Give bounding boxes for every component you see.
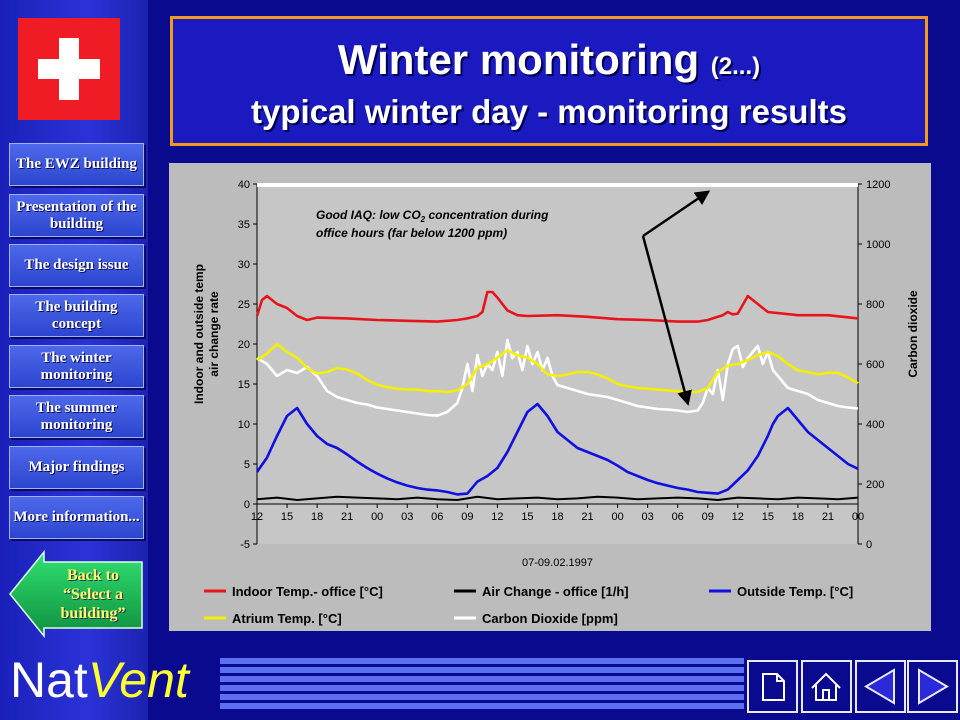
monitoring-chart: -5 0 5 10 15 20 25 30 35 40 0 200 400 600 800 1000 1200 1…	[169, 163, 931, 631]
left-tick-label: 40	[238, 179, 250, 191]
x-tick-label: 03	[401, 511, 413, 523]
x-tick-label: 21	[581, 511, 593, 523]
legend-label: Atrium Temp. [°C]	[232, 611, 342, 626]
nav-button-building-concept[interactable]: The building concept	[9, 294, 144, 337]
right-axis-label: Carbon dioxide	[906, 290, 920, 378]
home-button[interactable]	[801, 660, 852, 713]
annotation-arrow-down	[641, 235, 692, 406]
page-title-suffix: (2...)	[710, 53, 761, 80]
right-tick-label: 0	[866, 539, 872, 551]
left-tick-label: 20	[238, 339, 250, 351]
right-tick-label: 1200	[866, 179, 890, 191]
left-tick-label: 10	[238, 419, 250, 431]
nav-button-winter-monitoring[interactable]: The winter monitoring	[9, 345, 144, 388]
left-axis-label-line2: air change rate	[207, 291, 221, 377]
nav-button-design-issue[interactable]: The design issue	[9, 244, 144, 287]
nav-button-summer-monitoring[interactable]: The summer monitoring	[9, 395, 144, 438]
left-axis-label-line1: Indoor and outside temp	[192, 264, 206, 404]
x-tick-label: 06	[431, 511, 443, 523]
right-tick-label: 400	[866, 419, 884, 431]
next-button[interactable]	[907, 660, 958, 713]
x-tick-label: 15	[521, 511, 533, 523]
legend-label: Outside Temp. [°C]	[737, 584, 853, 599]
nav-button-label: The summer monitoring	[35, 399, 118, 433]
x-tick-label: 03	[642, 511, 654, 523]
x-tick-label: 18	[551, 511, 563, 523]
x-tick-label: 00	[852, 511, 864, 523]
home-icon	[811, 672, 841, 701]
x-tick-label: 06	[672, 511, 684, 523]
nav-button-ewz-building[interactable]: The EWZ building	[9, 143, 144, 186]
back-arrow-icon	[9, 550, 143, 638]
page-title: Winter monitoring (2...)	[173, 37, 925, 90]
x-tick-label: 18	[311, 511, 323, 523]
page-title-main: Winter monitoring	[337, 36, 700, 83]
legend-label: Carbon Dioxide [ppm]	[482, 611, 618, 626]
page-button[interactable]	[747, 660, 798, 713]
page-icon	[762, 673, 785, 701]
left-tick-label: 15	[238, 379, 250, 391]
left-tick-label: 35	[238, 219, 250, 231]
nav-button-label: The building concept	[35, 298, 118, 332]
nav-button-presentation[interactable]: Presentation of the building	[9, 194, 144, 237]
next-icon	[918, 668, 949, 705]
x-tick-label: 00	[371, 511, 383, 523]
logo-part-vent: Vent	[87, 652, 189, 708]
chart-svg: -505101520253035400200400600800100012001…	[169, 163, 931, 631]
x-tick-label: 15	[281, 511, 293, 523]
previous-icon	[864, 668, 895, 705]
right-tick-label: 600	[866, 359, 884, 371]
natvent-logo: NatVent	[10, 650, 189, 710]
logo-part-nat: Nat	[10, 652, 88, 708]
decorative-stripes	[220, 658, 744, 713]
right-tick-label: 1000	[866, 239, 890, 251]
annotation-arrow-up	[642, 190, 711, 238]
annotation-box	[309, 203, 639, 245]
x-tick-label: 18	[792, 511, 804, 523]
x-tick-label: 15	[762, 511, 774, 523]
left-tick-label: 25	[238, 299, 250, 311]
right-tick-label: 200	[866, 479, 884, 491]
left-tick-label: -5	[240, 539, 250, 551]
x-tick-label: 00	[611, 511, 623, 523]
back-button-label: Back to “Select a building”	[60, 566, 126, 622]
legend-label: Indoor Temp.- office [°C]	[232, 584, 383, 599]
annotation-line1: Good IAQ: low CO2 concentration during	[316, 208, 549, 224]
indoor-temp-line	[255, 290, 859, 323]
previous-button[interactable]	[855, 660, 906, 713]
nav-button-label: The EWZ building	[16, 156, 137, 172]
title-box: Winter monitoring (2...) typical winter …	[170, 16, 928, 146]
legend-label: Air Change - office [1/h]	[482, 584, 629, 599]
x-tick-label: 12	[251, 511, 263, 523]
left-tick-label: 30	[238, 259, 250, 271]
back-to-select-building-button[interactable]: Back to “Select a building”	[8, 550, 146, 638]
x-tick-label: 12	[491, 511, 503, 523]
nav-button-label: Major findings	[28, 459, 125, 475]
nav-button-label: Presentation of the building	[16, 198, 137, 232]
x-tick-label: 21	[822, 511, 834, 523]
x-tick-label: 21	[341, 511, 353, 523]
left-tick-label: 0	[244, 499, 250, 511]
nav-button-major-findings[interactable]: Major findings	[9, 446, 144, 489]
nav-button-more-information[interactable]: More information...	[9, 496, 144, 539]
page-subtitle: typical winter day - monitoring results	[251, 93, 847, 130]
right-tick-label: 800	[866, 299, 884, 311]
x-tick-label: 09	[702, 511, 714, 523]
air-change-line	[256, 495, 859, 501]
atrium-temp-line	[256, 342, 859, 394]
carbon-dioxide-line	[256, 338, 859, 417]
swiss-flag-icon	[18, 18, 120, 120]
nav-button-label: The winter monitoring	[40, 349, 113, 383]
nav-button-label: The design issue	[24, 257, 129, 273]
outside-temp-line	[255, 402, 859, 496]
x-axis-label: 07-09.02.1997	[522, 557, 593, 569]
x-tick-label: 09	[461, 511, 473, 523]
left-tick-label: 5	[244, 459, 250, 471]
x-tick-label: 12	[732, 511, 744, 523]
annotation-line2: office hours (far below 1200 ppm)	[316, 226, 507, 240]
nav-button-label: More information...	[13, 509, 140, 525]
